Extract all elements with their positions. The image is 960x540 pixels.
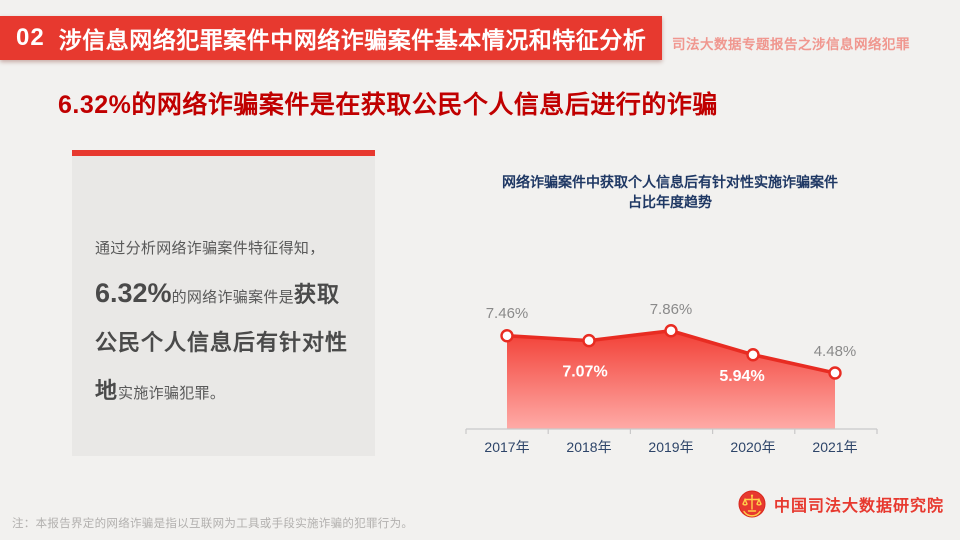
info-seg-end: 实施诈骗犯罪。 — [118, 385, 226, 402]
point-label: 5.94% — [719, 368, 764, 385]
data-point-2018年 — [582, 333, 596, 348]
section-number: 02 — [16, 24, 45, 51]
info-box-accent-bar — [72, 150, 375, 156]
x-tick-label: 2018年 — [566, 439, 611, 455]
info-seg-mid: 的网络诈骗案件是 — [171, 289, 294, 306]
area-fill — [507, 330, 835, 429]
point-label: 7.07% — [562, 364, 607, 381]
data-point-2021年 — [828, 366, 842, 380]
page-headline: 6.32%的网络诈骗案件是在获取公民个人信息后进行的诈骗 — [58, 91, 718, 119]
x-tick-label: 2021年 — [812, 439, 857, 455]
info-seg-emphasis: 获取公民个人信息后有针对性地 — [95, 282, 349, 403]
footnote: 注：本报告界定的网络诈骗是指以互联网为工具或手段实施诈骗的犯罪行为。 — [12, 518, 414, 530]
section-title: 涉信息网络犯罪案件中网络诈骗案件基本情况和特征分析 — [58, 27, 647, 53]
organization: 中国司法大数据研究院 — [738, 490, 944, 518]
info-seg-percentage: 6.32% — [95, 278, 172, 308]
report-series-label: 司法大数据专题报告之涉信息网络犯罪 — [672, 37, 910, 52]
x-tick-label: 2017年 — [484, 439, 529, 455]
trend-area-chart: 7.46% 7.07% 7.86% 5.94% 4.48% 2017年 2018年 2019年… — [465, 301, 878, 455]
chart-title-line1: 网络诈骗案件中获取个人信息后有针对性实施诈骗案件 — [502, 174, 838, 190]
point-label: 4.48% — [814, 343, 857, 360]
info-box: 通过分析网络诈骗案件特征得知， 6.32%的网络诈骗案件是获取公民个人信息后有针对… — [72, 156, 375, 456]
info-box-paragraph: 通过分析网络诈骗案件特征得知， 6.32%的网络诈骗案件是获取公民个人信息后有针对… — [95, 226, 359, 416]
chart-title-line2: 占比年度趋势 — [628, 194, 712, 210]
x-tick-label: 2019年 — [648, 439, 693, 455]
data-point-2020年 — [746, 348, 760, 362]
organization-name: 中国司法大数据研究院 — [774, 498, 945, 515]
chart-title: 网络诈骗案件中获取个人信息后有针对性实施诈骗案件 占比年度趋势 — [450, 172, 890, 212]
data-point-2017年 — [500, 329, 514, 343]
data-point-2019年 — [664, 324, 678, 338]
point-label: 7.86% — [650, 301, 693, 318]
section-header-bar: 02 涉信息网络犯罪案件中网络诈骗案件基本情况和特征分析 — [0, 16, 662, 60]
point-label: 7.46% — [486, 305, 529, 322]
x-tick-label: 2020年 — [730, 439, 775, 455]
court-emblem-icon — [738, 490, 766, 518]
info-seg-intro: 通过分析网络诈骗案件特征得知， — [95, 240, 325, 257]
